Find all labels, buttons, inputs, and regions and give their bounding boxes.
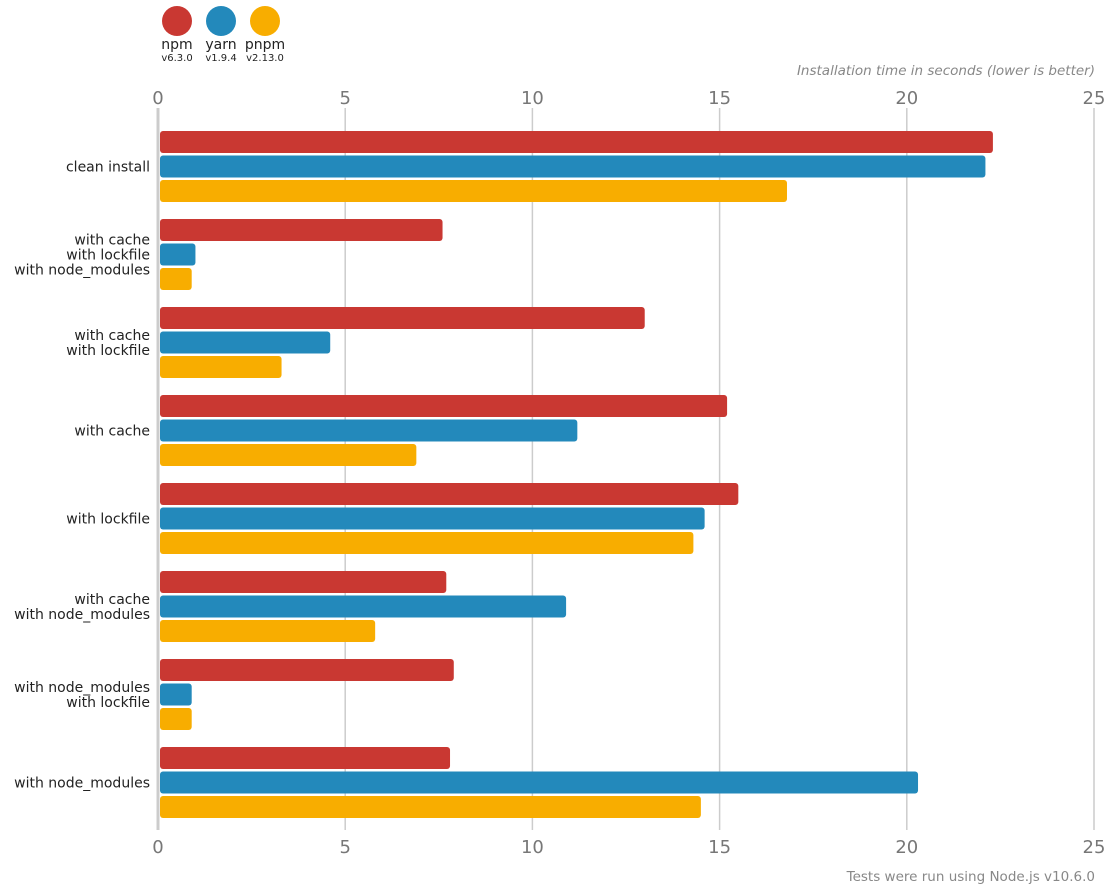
- axis-title: Installation time in seconds (lower is b…: [797, 63, 1095, 79]
- bar-npm: [160, 747, 451, 769]
- category-label: with cache: [74, 424, 150, 440]
- x-tick-label: 20: [895, 837, 918, 858]
- category-label: with node_modules: [14, 680, 150, 696]
- x-tick-label: 10: [521, 837, 544, 858]
- legend-dot-npm: [162, 6, 192, 36]
- x-tick-label: 5: [339, 837, 350, 858]
- legend-version: v2.13.0: [246, 53, 284, 64]
- legend-dot-yarn: [206, 6, 236, 36]
- category-label: with lockfile: [66, 248, 150, 264]
- bar-pnpm: [160, 180, 787, 202]
- x-axis-bottom: 0 5 10 15 20 25: [152, 837, 1105, 858]
- bar-yarn: [160, 595, 567, 618]
- bar-pnpm: [160, 532, 694, 554]
- x-tick-label: 20: [895, 88, 918, 109]
- x-tick-label: 5: [339, 88, 350, 109]
- bar-npm: [160, 131, 993, 153]
- category-label: with cache: [74, 328, 150, 344]
- footnote: Tests were run using Node.js v10.6.0: [846, 869, 1095, 885]
- category-label: with lockfile: [66, 512, 150, 528]
- bar-npm: [160, 395, 728, 417]
- x-axis-top: 0 5 10 15 20 25: [152, 88, 1105, 109]
- bars: [160, 131, 993, 818]
- bar-npm: [160, 219, 443, 241]
- bar-yarn: [160, 155, 986, 178]
- legend-name: pnpm: [244, 37, 286, 53]
- category-label: with lockfile: [66, 343, 150, 359]
- legend-item-pnpm: pnpm v2.13.0: [243, 6, 287, 65]
- legend-name: npm: [161, 37, 193, 53]
- category-label: with cache: [74, 592, 150, 608]
- legend-item-yarn: yarn v1.9.4: [199, 6, 243, 65]
- legend-version: v1.9.4: [205, 53, 237, 64]
- x-tick-label: 25: [1083, 837, 1106, 858]
- category-label: with cache: [74, 233, 150, 249]
- x-tick-label: 15: [708, 837, 731, 858]
- category-label: with node_modules: [14, 607, 150, 623]
- category-label: with lockfile: [66, 695, 150, 711]
- bar-npm: [160, 571, 447, 593]
- bar-yarn: [160, 243, 196, 266]
- bar-npm: [160, 483, 739, 505]
- gridlines: [156, 108, 1095, 830]
- legend-item-npm: npm v6.3.0: [155, 6, 199, 65]
- legend-name: yarn: [205, 37, 237, 53]
- bar-yarn: [160, 331, 331, 354]
- x-tick-label: 0: [152, 837, 163, 858]
- bar-pnpm: [160, 620, 376, 642]
- category-label: with node_modules: [14, 263, 150, 279]
- legend: npm v6.3.0 yarn v1.9.4 pnpm v2.13.0: [155, 6, 287, 65]
- category-label: clean install: [66, 160, 150, 176]
- bar-yarn: [160, 771, 919, 794]
- bar-pnpm: [160, 356, 282, 378]
- category-label: with node_modules: [14, 776, 150, 792]
- bar-pnpm: [160, 268, 192, 290]
- bar-yarn: [160, 507, 705, 530]
- x-tick-label: 25: [1083, 88, 1106, 109]
- bar-pnpm: [160, 444, 417, 466]
- bar-pnpm: [160, 708, 192, 730]
- x-tick-label: 0: [152, 88, 163, 109]
- bar-yarn: [160, 419, 578, 442]
- x-tick-label: 15: [708, 88, 731, 109]
- bar-pnpm: [160, 796, 701, 818]
- bar-yarn: [160, 683, 192, 706]
- bar-npm: [160, 307, 645, 329]
- x-tick-label: 10: [521, 88, 544, 109]
- bar-npm: [160, 659, 454, 681]
- legend-version: v6.3.0: [161, 53, 193, 64]
- legend-dot-pnpm: [250, 6, 280, 36]
